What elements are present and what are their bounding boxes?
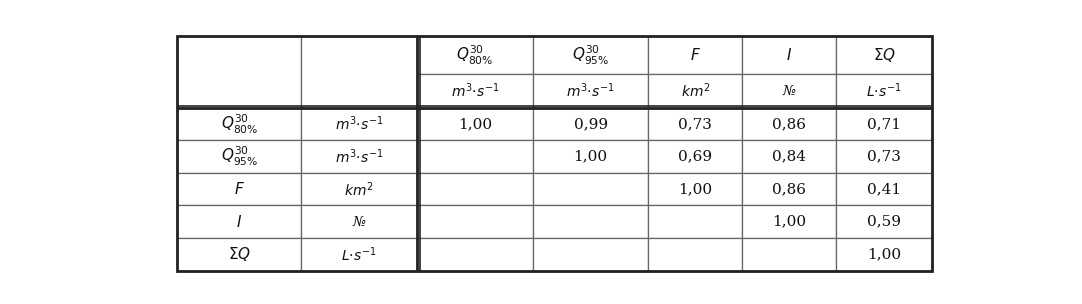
Bar: [177, 108, 301, 140]
Text: $Q^{30}_{80\%}$: $Q^{30}_{80\%}$: [221, 112, 258, 136]
Bar: [177, 173, 301, 206]
Text: 1,00: 1,00: [678, 182, 712, 196]
Text: 0,73: 0,73: [867, 150, 901, 164]
Text: 1,00: 1,00: [773, 215, 806, 229]
Bar: [836, 173, 932, 206]
Bar: [301, 173, 417, 206]
Text: №: №: [782, 84, 796, 98]
Bar: [301, 108, 417, 140]
Bar: [177, 140, 301, 173]
Bar: [417, 206, 532, 238]
Bar: [417, 238, 532, 271]
Text: $km^2$: $km^2$: [344, 180, 374, 199]
Bar: [417, 74, 532, 108]
Bar: [742, 206, 836, 238]
Bar: [836, 74, 932, 108]
Bar: [417, 140, 532, 173]
Bar: [836, 108, 932, 140]
Bar: [648, 206, 742, 238]
Bar: [417, 108, 532, 140]
Text: 0,86: 0,86: [773, 117, 806, 131]
Bar: [301, 140, 417, 173]
Bar: [532, 238, 648, 271]
Bar: [177, 36, 301, 108]
Bar: [648, 140, 742, 173]
Text: 1,00: 1,00: [573, 150, 608, 164]
Text: 0,71: 0,71: [867, 117, 901, 131]
Text: 0,86: 0,86: [773, 182, 806, 196]
Bar: [648, 238, 742, 271]
Bar: [532, 173, 648, 206]
Text: 0,73: 0,73: [678, 117, 712, 131]
Bar: [301, 36, 417, 108]
Text: 1,00: 1,00: [867, 247, 901, 261]
Bar: [648, 108, 742, 140]
Text: $L{\cdot}s^{-1}$: $L{\cdot}s^{-1}$: [342, 245, 377, 264]
Text: $\Sigma Q$: $\Sigma Q$: [872, 46, 896, 64]
Bar: [417, 173, 532, 206]
Text: $km^2$: $km^2$: [681, 81, 710, 100]
Bar: [301, 206, 417, 238]
Bar: [742, 74, 836, 108]
Bar: [648, 36, 742, 74]
Bar: [301, 238, 417, 271]
Text: $m^3{\cdot}s^{-1}$: $m^3{\cdot}s^{-1}$: [450, 81, 499, 100]
Text: $m^3{\cdot}s^{-1}$: $m^3{\cdot}s^{-1}$: [335, 115, 383, 133]
Text: $F$: $F$: [234, 181, 245, 197]
Bar: [532, 206, 648, 238]
Text: 0,84: 0,84: [773, 150, 806, 164]
Bar: [836, 36, 932, 74]
Bar: [742, 140, 836, 173]
Text: $Q^{30}_{95\%}$: $Q^{30}_{95\%}$: [221, 145, 258, 168]
Bar: [532, 108, 648, 140]
Bar: [742, 173, 836, 206]
Text: $m^3{\cdot}s^{-1}$: $m^3{\cdot}s^{-1}$: [335, 147, 383, 166]
Text: $I$: $I$: [787, 47, 792, 63]
Bar: [532, 36, 648, 74]
Text: $I$: $I$: [236, 214, 242, 230]
Text: 0,99: 0,99: [573, 117, 608, 131]
Bar: [532, 74, 648, 108]
Bar: [742, 238, 836, 271]
Bar: [648, 173, 742, 206]
Bar: [836, 206, 932, 238]
Text: $Q^{30}_{95\%}$: $Q^{30}_{95\%}$: [572, 43, 609, 67]
Text: 0,69: 0,69: [678, 150, 712, 164]
Bar: [648, 74, 742, 108]
Bar: [742, 108, 836, 140]
Text: 0,41: 0,41: [867, 182, 901, 196]
Bar: [417, 36, 532, 74]
Bar: [836, 140, 932, 173]
Text: $\Sigma Q$: $\Sigma Q$: [227, 245, 251, 263]
Bar: [532, 140, 648, 173]
Text: $L{\cdot}s^{-1}$: $L{\cdot}s^{-1}$: [867, 81, 901, 100]
Bar: [742, 36, 836, 74]
Text: 1,00: 1,00: [458, 117, 492, 131]
Text: $F$: $F$: [690, 47, 701, 63]
Bar: [177, 206, 301, 238]
Text: $Q^{30}_{80\%}$: $Q^{30}_{80\%}$: [457, 43, 493, 67]
Text: №: №: [353, 215, 366, 229]
Bar: [177, 238, 301, 271]
Bar: [836, 238, 932, 271]
Text: 0,59: 0,59: [867, 215, 901, 229]
Text: $m^3{\cdot}s^{-1}$: $m^3{\cdot}s^{-1}$: [566, 81, 615, 100]
